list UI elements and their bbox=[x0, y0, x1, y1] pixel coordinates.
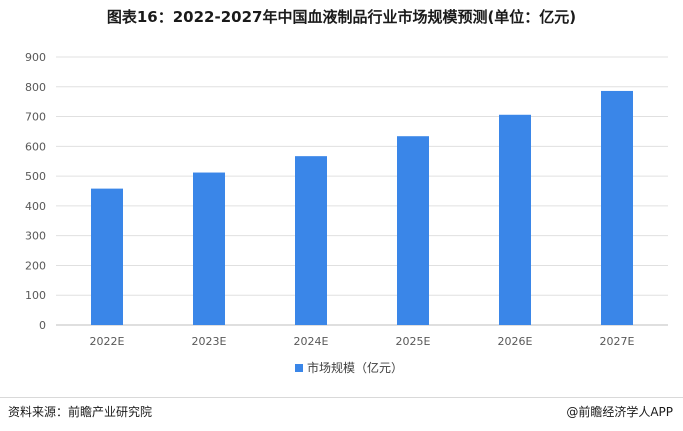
y-tick-label: 100 bbox=[25, 289, 46, 302]
bar-2024E bbox=[295, 156, 327, 325]
y-tick-label: 900 bbox=[25, 51, 46, 64]
x-tick-label: 2022E bbox=[90, 335, 125, 348]
y-tick-label: 400 bbox=[25, 200, 46, 213]
x-tick-label: 2027E bbox=[600, 335, 635, 348]
y-tick-label: 800 bbox=[25, 81, 46, 94]
bars bbox=[91, 90, 633, 326]
y-tick-label: 500 bbox=[25, 170, 46, 183]
bar-2023E bbox=[193, 172, 225, 325]
x-tick-label: 2026E bbox=[498, 335, 533, 348]
y-tick-label: 600 bbox=[25, 140, 46, 153]
bar-2025E bbox=[397, 136, 429, 325]
x-axis-ticks: 2022E 2023E 2024E 2025E 2026E 2027E bbox=[90, 335, 635, 348]
bar-2027E bbox=[601, 90, 633, 326]
y-tick-label: 0 bbox=[39, 319, 46, 332]
x-tick-label: 2023E bbox=[192, 335, 227, 348]
x-tick-label: 2025E bbox=[396, 335, 431, 348]
bar-2022E bbox=[91, 188, 123, 325]
bar-2026E bbox=[499, 114, 531, 325]
x-tick-label: 2024E bbox=[294, 335, 329, 348]
source-note: 资料来源：前瞻产业研究院 bbox=[8, 405, 153, 419]
y-tick-label: 200 bbox=[25, 259, 46, 272]
footer-divider bbox=[0, 397, 683, 398]
gridlines bbox=[56, 56, 668, 326]
brand-note: @前瞻经济学人APP bbox=[566, 405, 673, 419]
y-axis-ticks: 0 100 200 300 400 500 600 700 800 900 bbox=[25, 51, 46, 332]
legend-label: 市场规模（亿元） bbox=[307, 360, 403, 375]
chart-title: 图表16：2022-2027年中国血液制品行业市场规模预测(单位：亿元) bbox=[106, 8, 577, 26]
legend-swatch bbox=[295, 364, 303, 372]
legend: 市场规模（亿元） bbox=[295, 360, 403, 375]
y-tick-label: 700 bbox=[25, 111, 46, 124]
y-tick-label: 300 bbox=[25, 230, 46, 243]
